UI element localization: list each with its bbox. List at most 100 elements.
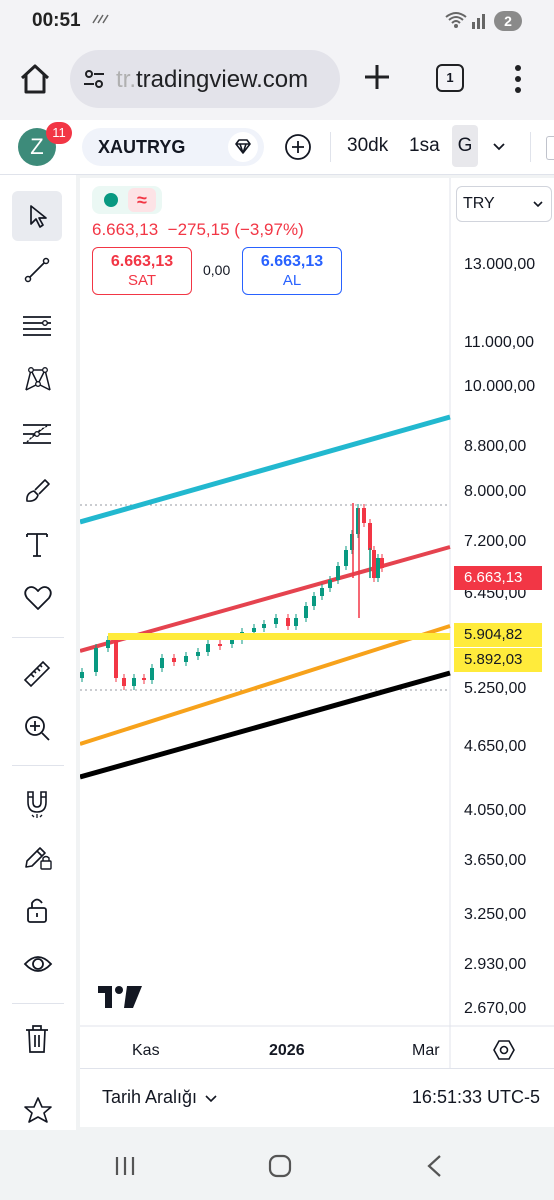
interval-1h[interactable]: 1sa xyxy=(409,135,440,156)
tradingview-logo-icon[interactable] xyxy=(98,986,144,1008)
price-tick: 3.250,00 xyxy=(464,906,527,923)
candle-body xyxy=(230,640,234,644)
drawing-toolbar xyxy=(0,175,76,1130)
candle-body xyxy=(252,628,256,632)
divider xyxy=(12,637,64,638)
brush-tool[interactable] xyxy=(12,465,62,515)
candle-body xyxy=(218,644,222,646)
divider xyxy=(530,132,531,162)
timezone-clock[interactable]: 16:51:33 UTC-5 xyxy=(411,1087,540,1107)
candle-body xyxy=(320,588,324,596)
text-tool[interactable] xyxy=(12,519,62,569)
eye-icon xyxy=(23,956,53,972)
visibility-tool[interactable] xyxy=(12,939,62,989)
trendline-tool[interactable] xyxy=(12,245,62,295)
forecast-tool[interactable] xyxy=(12,409,62,459)
currency-select[interactable]: TRY xyxy=(456,186,552,222)
price-tick: 4.650,00 xyxy=(464,738,527,755)
chevron-down-icon[interactable] xyxy=(492,142,506,152)
legend-toggle[interactable]: ≈ xyxy=(92,186,162,214)
fib-tool[interactable] xyxy=(12,301,62,351)
back-nav-icon[interactable] xyxy=(426,1154,442,1178)
avatar-notification-badge: 11 xyxy=(46,122,72,144)
divider xyxy=(12,765,64,766)
black-trendline[interactable] xyxy=(80,670,451,780)
interval-30m[interactable]: 30dk xyxy=(347,135,389,156)
price-tick: 2.670,00 xyxy=(464,1000,527,1017)
new-tab-icon[interactable] xyxy=(362,62,392,92)
price-tick: 4.050,00 xyxy=(464,802,527,819)
magnet-tool[interactable] xyxy=(12,777,62,827)
chevron-down-icon xyxy=(533,201,543,208)
cursor-tool[interactable] xyxy=(12,191,62,241)
candle-body xyxy=(206,644,210,652)
legend-price-change: 6.663,13 −275,15 (−3,97%) xyxy=(92,220,304,240)
time-tick: Kas xyxy=(132,1042,160,1059)
home-nav-icon[interactable] xyxy=(268,1154,292,1178)
orange-trendline[interactable] xyxy=(80,624,451,746)
candle-body xyxy=(336,566,340,580)
price-tick: 8.800,00 xyxy=(464,438,527,455)
measure-tool[interactable] xyxy=(12,649,62,699)
level-price-tag: 5.904,82 xyxy=(454,623,542,647)
wifi-icon xyxy=(445,12,467,28)
sell-price: 6.663,13 xyxy=(110,253,174,270)
price-tick: 11.000,00 xyxy=(464,334,534,351)
candle-body xyxy=(380,558,384,568)
date-range-button[interactable]: Tarih Aralığı xyxy=(102,1087,217,1108)
symbol-name: XAUTRYG xyxy=(98,137,186,157)
candle-body xyxy=(132,678,136,686)
legend-change: −275,15 (−3,97%) xyxy=(167,220,304,239)
unlock-icon xyxy=(27,898,47,923)
candle-body xyxy=(150,668,154,680)
more-menu-icon[interactable] xyxy=(512,64,524,94)
cursor-icon xyxy=(30,205,47,228)
candle-body xyxy=(294,618,298,626)
pattern-icon xyxy=(25,367,51,391)
market-status-dot xyxy=(104,193,118,207)
candle-body xyxy=(368,523,372,550)
interval-1d[interactable]: G xyxy=(452,125,478,167)
delayed-data-icon: ≈ xyxy=(128,188,156,212)
yellow-level-zone[interactable] xyxy=(108,633,450,640)
candle-body xyxy=(274,618,278,624)
sell-button[interactable]: 6.663,13 SAT xyxy=(92,247,192,295)
pattern-tool[interactable] xyxy=(12,355,62,405)
legend-last-price: 6.663,13 xyxy=(92,220,159,239)
price-tick: 8.000,00 xyxy=(464,483,527,500)
trendline-icon xyxy=(24,257,50,283)
tab-switcher-button[interactable]: 1 xyxy=(436,64,464,92)
diamond-icon[interactable] xyxy=(228,132,258,162)
chart-pane[interactable]: ≈ 6.663,13 −275,15 (−3,97%) 6.663,13 SAT… xyxy=(80,178,554,1068)
buy-price: 6.663,13 xyxy=(260,253,324,270)
site-settings-icon[interactable] xyxy=(82,69,106,89)
candle-body xyxy=(362,508,366,523)
url-text: tr.tradingview.com xyxy=(116,66,308,94)
recents-icon[interactable] xyxy=(114,1156,136,1176)
candle-body xyxy=(328,580,332,588)
buy-label: AL xyxy=(282,272,302,289)
buy-button[interactable]: 6.663,13 AL xyxy=(242,247,342,295)
zoom-in-icon xyxy=(25,716,50,741)
price-chart[interactable] xyxy=(80,178,554,1068)
candle-body xyxy=(376,558,380,578)
candle-body xyxy=(184,656,188,662)
cyan-trendline[interactable] xyxy=(80,414,451,525)
zoom-tool[interactable] xyxy=(12,703,62,753)
compare-add-icon[interactable] xyxy=(284,133,312,161)
text-icon xyxy=(26,533,48,557)
chart-settings-icon[interactable] xyxy=(492,1038,516,1062)
home-icon[interactable] xyxy=(18,62,52,96)
watchlist-star-tool[interactable] xyxy=(12,1085,62,1135)
lock-drawing-tool[interactable] xyxy=(12,831,62,881)
horizontal-lines-icon xyxy=(23,316,51,336)
lock-tool[interactable] xyxy=(12,885,62,935)
divider xyxy=(12,1003,64,1004)
remove-drawings-tool[interactable] xyxy=(12,1013,62,1063)
url-domain: tradingview.com xyxy=(136,66,309,93)
spread-value: 0,00 xyxy=(203,262,231,278)
symbol-search-button[interactable]: XAUTRYG xyxy=(82,128,264,166)
address-bar[interactable]: tr.tradingview.com xyxy=(70,50,340,108)
favorites-tool[interactable] xyxy=(12,573,62,623)
candle-body xyxy=(344,550,348,566)
